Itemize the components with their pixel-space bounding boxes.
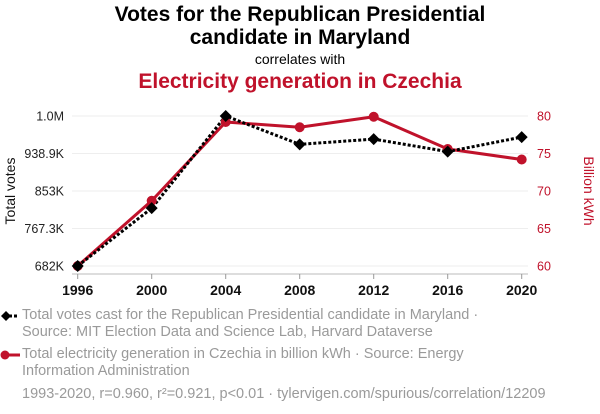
y-left-axis-label: Total votes — [2, 158, 18, 225]
y-left-tick-label: 767.3K — [24, 222, 64, 236]
y-right-axis-label: Billion kWh — [581, 156, 597, 225]
legend-item-votes: Total votes cast for the Republican Pres… — [22, 307, 479, 340]
y-left-tick-label: 682K — [35, 260, 65, 274]
votes-point — [367, 133, 380, 146]
series-markers — [71, 110, 528, 272]
circle-marker-icon — [0, 350, 10, 360]
y-right-tick-label: 65 — [537, 222, 551, 236]
y-left-tick-label: 853K — [35, 185, 65, 199]
diamond-marker-icon — [1, 311, 11, 321]
chart-title-line2: candidate in Maryland — [189, 26, 411, 49]
x-tick-label: 2004 — [210, 282, 241, 298]
x-tick-label: 2008 — [284, 282, 315, 298]
chart-subtitle: correlates with — [254, 51, 346, 67]
gridlines — [72, 115, 528, 267]
x-tick-label: 2016 — [432, 282, 463, 298]
votes-point — [441, 145, 454, 158]
y-right-tick-label: 70 — [537, 185, 551, 199]
footer-stats: 1993-2020, r=0.960, r²=0.921, p<0.01 · t… — [22, 386, 546, 402]
y-right-tick-label: 75 — [537, 147, 551, 161]
y-right-tick-label: 60 — [537, 260, 551, 274]
legend-icons — [0, 311, 20, 360]
x-tick-label: 2000 — [136, 282, 167, 298]
electricity-point — [294, 122, 305, 133]
y-left-tick-label: 938.9K — [24, 147, 64, 161]
legend-item-electricity: Total electricity generation in Czechia … — [22, 346, 464, 379]
votes-point — [71, 260, 84, 272]
chart-title: Votes for the Republican Presidential ca… — [0, 3, 600, 49]
chart-title-line1: Votes for the Republican Presidential — [114, 3, 486, 26]
votes-point — [219, 110, 232, 122]
y-left-tick-label: 1.0M — [36, 110, 64, 124]
axes: 682K 767.3K 853K 938.9K 1.0M 60 65 70 75 80 1996 20… — [2, 110, 597, 299]
votes-point — [515, 131, 528, 144]
y-right-tick-label: 80 — [537, 110, 551, 124]
votes-point — [293, 138, 306, 151]
chart-title-secondary: Electricity generation in Czechia — [138, 70, 462, 93]
electricity-point — [146, 195, 157, 206]
electricity-point — [368, 111, 379, 122]
electricity-point — [516, 154, 527, 165]
x-tick-label: 2020 — [506, 282, 537, 298]
votes-point — [145, 202, 158, 215]
x-tick-label: 2012 — [358, 282, 389, 298]
x-tick-label: 1996 — [62, 282, 93, 298]
